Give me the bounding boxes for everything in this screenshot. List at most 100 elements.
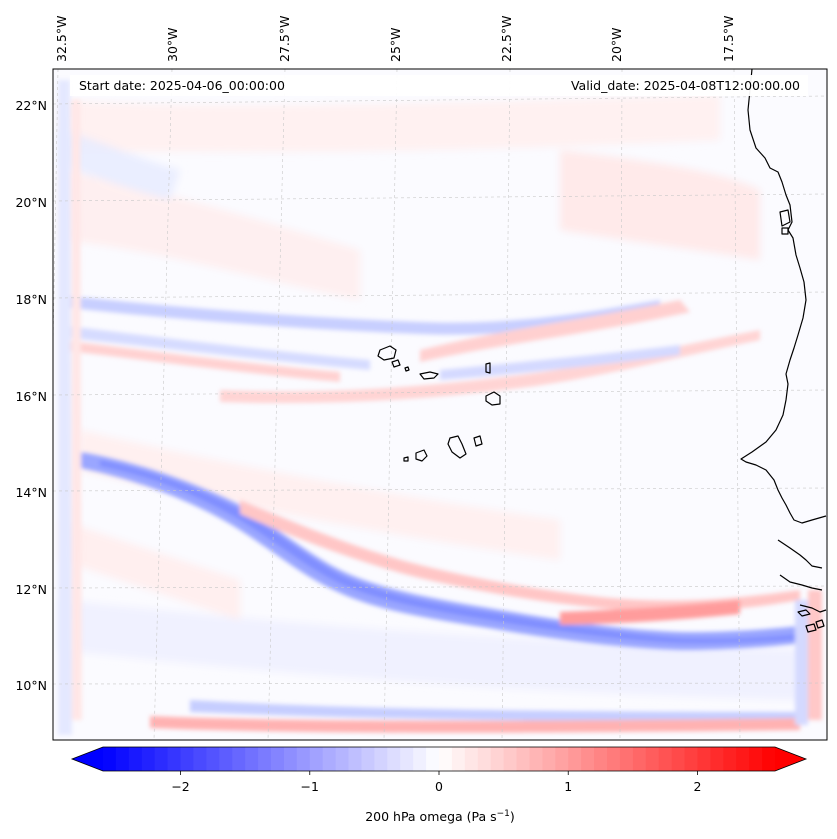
colorbar-segment [309, 747, 324, 771]
islet-guinea-2 [805, 623, 817, 633]
colorbar-segment [632, 747, 647, 771]
colorbar-ticks: −2 −1 0 1 2 [171, 771, 701, 794]
colorbar-segment [271, 747, 285, 771]
lon-label-27-5w: 27.5°W [277, 16, 292, 62]
colorbar-label-main: 200 hPa omega (Pa s [365, 809, 496, 824]
weak-ascent-patch-central [80, 430, 560, 560]
coastlines [377, 69, 827, 633]
island-brava [403, 456, 409, 462]
colorbar-segment [736, 747, 750, 771]
colorbar-segment [503, 747, 518, 771]
colorbar-outline [70, 746, 808, 772]
colorbar-segment [451, 747, 466, 771]
islet-guinea-3 [815, 619, 825, 629]
colorbar-segment [167, 747, 182, 771]
colorbar-segment [684, 747, 699, 771]
colorbar-segment [710, 747, 724, 771]
island-santa-luzia [404, 366, 410, 372]
colorbar: −2 −1 0 1 2 200 hPa omega (Pa s−1) [70, 746, 808, 824]
west-edge-band-red [72, 100, 82, 720]
colorbar-segment [581, 747, 595, 771]
date-info-box [70, 75, 808, 96]
colorbar-tick-label: −2 [171, 779, 189, 794]
start-date-label: Start date: 2025-04-06_00:00:00 [79, 78, 285, 93]
island-boa-vista [485, 391, 501, 406]
african-coastline [740, 69, 827, 524]
lat-label-14n: 14°N [15, 485, 47, 500]
descent-band-16n [440, 345, 680, 380]
colorbar-segment [413, 747, 427, 771]
gridline-lon-22-5w [501, 69, 511, 740]
lat-label-10n: 10°N [15, 678, 47, 693]
ascent-band-16n [220, 330, 760, 404]
colorbar-segment [671, 747, 686, 771]
lat-label-12n: 12°N [15, 582, 47, 597]
colorbar-segment [283, 747, 298, 771]
colorbar-segment [219, 747, 233, 771]
descent-band-18n [60, 295, 660, 335]
island-maio [473, 435, 483, 447]
colorbar-min-extend [72, 747, 103, 771]
valid-date-label: Valid_date: 2025-04-08T12:00:00.00 [571, 78, 800, 93]
ascent-band-16n-east [420, 300, 690, 362]
lon-label-25w: 25°W [388, 27, 403, 62]
colorbar-segment [516, 747, 531, 771]
coastline-guinea-bissau [779, 574, 823, 591]
lon-label-30w: 30°W [165, 27, 180, 62]
colorbar-segment [749, 747, 763, 771]
colorbar-segment [180, 747, 195, 771]
colorbar-label-sup: −1 [497, 809, 510, 819]
island-santiago [447, 435, 467, 459]
west-edge-band-blue [58, 80, 72, 735]
colorbar-segment [232, 747, 246, 771]
colorbar-segments [103, 747, 776, 771]
map-panel: Start date: 2025-04-06_00:00:00 Valid_da… [53, 69, 827, 740]
ascent-band-9-5n [150, 716, 800, 733]
colorbar-segment [206, 747, 220, 771]
island-sao-vicente [391, 359, 401, 368]
colorbar-segment [296, 747, 311, 771]
gridline-lon-30w [153, 69, 173, 740]
weak-ascent-patch-east [560, 150, 760, 260]
colorbar-tick-label: 1 [564, 779, 572, 794]
colorbar-tick-label: 2 [693, 779, 701, 794]
colorbar-segment [697, 747, 711, 771]
map-frame [52, 68, 828, 741]
colorbar-segment [762, 747, 776, 771]
lat-label-22n: 22°N [15, 98, 47, 113]
omega-weak-features [60, 95, 800, 700]
island-sao-nicolau [419, 371, 439, 380]
colorbar-segment [723, 747, 737, 771]
colorbar-segment [658, 747, 673, 771]
colorbar-tick-label: −1 [301, 779, 319, 794]
ascent-band-17n [60, 340, 340, 382]
colorbar-segment [490, 747, 505, 771]
lon-label-22-5w: 22.5°W [499, 16, 514, 62]
coastline-guinea [799, 604, 827, 613]
colorbar-segment [258, 747, 272, 771]
colorbar-segment [645, 747, 660, 771]
weak-ascent-patch-west [60, 170, 360, 300]
colorbar-segment [387, 747, 401, 771]
islet-coast-2 [781, 227, 789, 235]
colorbar-segment [245, 747, 259, 771]
colorbar-segment [439, 747, 453, 771]
lon-label-20w: 20°W [609, 27, 624, 62]
lat-label-18n: 18°N [15, 292, 47, 307]
colorbar-segment [361, 747, 375, 771]
colorbar-segment [542, 747, 556, 771]
colorbar-segment [607, 747, 621, 771]
east-edge-band-red [808, 590, 822, 720]
island-fogo [415, 449, 428, 462]
lon-label-32-5w: 32.5°W [54, 16, 69, 62]
colorbar-segment [141, 747, 156, 771]
colorbar-segment [400, 747, 414, 771]
lon-label-17-5w: 17.5°W [721, 16, 736, 62]
colorbar-segment [348, 747, 363, 771]
colorbar-segment [128, 747, 143, 771]
lat-label-16n: 16°N [15, 389, 47, 404]
islet-guinea-1 [797, 609, 811, 617]
island-sal [485, 362, 491, 374]
colorbar-label-end: ) [510, 809, 515, 824]
